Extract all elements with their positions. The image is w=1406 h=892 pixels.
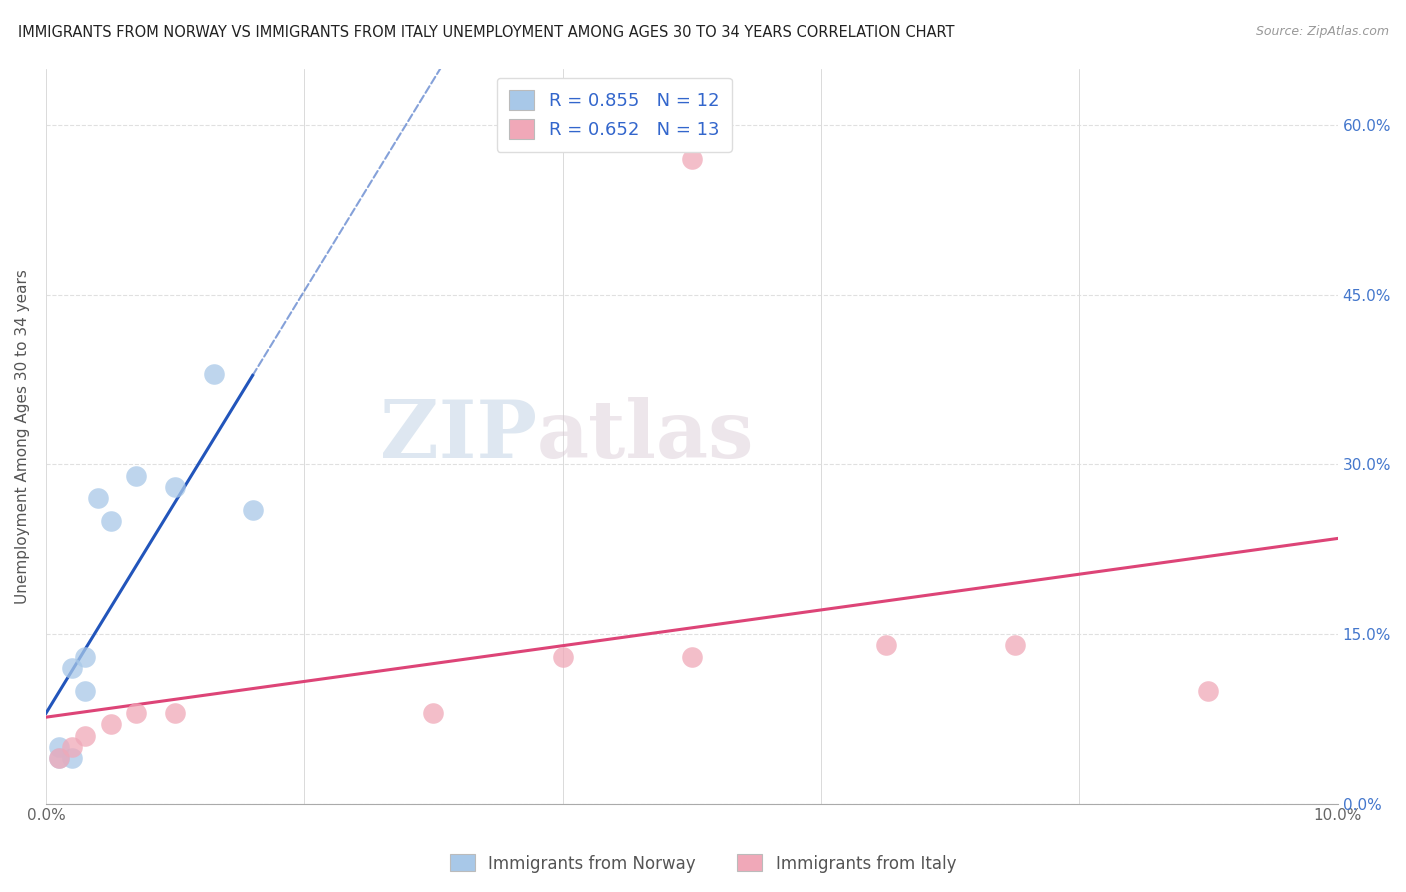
Legend: R = 0.855   N = 12, R = 0.652   N = 13: R = 0.855 N = 12, R = 0.652 N = 13 bbox=[496, 78, 733, 152]
Point bbox=[73, 683, 96, 698]
Point bbox=[60, 751, 83, 765]
Point bbox=[875, 638, 897, 652]
Point bbox=[60, 661, 83, 675]
Point bbox=[202, 367, 225, 381]
Point bbox=[1004, 638, 1026, 652]
Point bbox=[125, 706, 148, 720]
Point bbox=[681, 649, 703, 664]
Text: atlas: atlas bbox=[537, 397, 754, 475]
Point bbox=[125, 468, 148, 483]
Point bbox=[73, 649, 96, 664]
Y-axis label: Unemployment Among Ages 30 to 34 years: Unemployment Among Ages 30 to 34 years bbox=[15, 268, 30, 604]
Point bbox=[100, 717, 122, 731]
Point bbox=[551, 649, 574, 664]
Text: ZIP: ZIP bbox=[380, 397, 537, 475]
Legend: Immigrants from Norway, Immigrants from Italy: Immigrants from Norway, Immigrants from … bbox=[443, 847, 963, 880]
Point bbox=[48, 740, 70, 755]
Point bbox=[242, 502, 264, 516]
Point bbox=[48, 751, 70, 765]
Point bbox=[86, 491, 108, 506]
Text: Source: ZipAtlas.com: Source: ZipAtlas.com bbox=[1256, 25, 1389, 38]
Point bbox=[165, 706, 187, 720]
Point bbox=[100, 514, 122, 528]
Point bbox=[1198, 683, 1220, 698]
Point bbox=[681, 152, 703, 166]
Point bbox=[73, 729, 96, 743]
Point bbox=[48, 751, 70, 765]
Text: IMMIGRANTS FROM NORWAY VS IMMIGRANTS FROM ITALY UNEMPLOYMENT AMONG AGES 30 TO 34: IMMIGRANTS FROM NORWAY VS IMMIGRANTS FRO… bbox=[18, 25, 955, 40]
Point bbox=[422, 706, 444, 720]
Point bbox=[165, 480, 187, 494]
Point bbox=[60, 740, 83, 755]
